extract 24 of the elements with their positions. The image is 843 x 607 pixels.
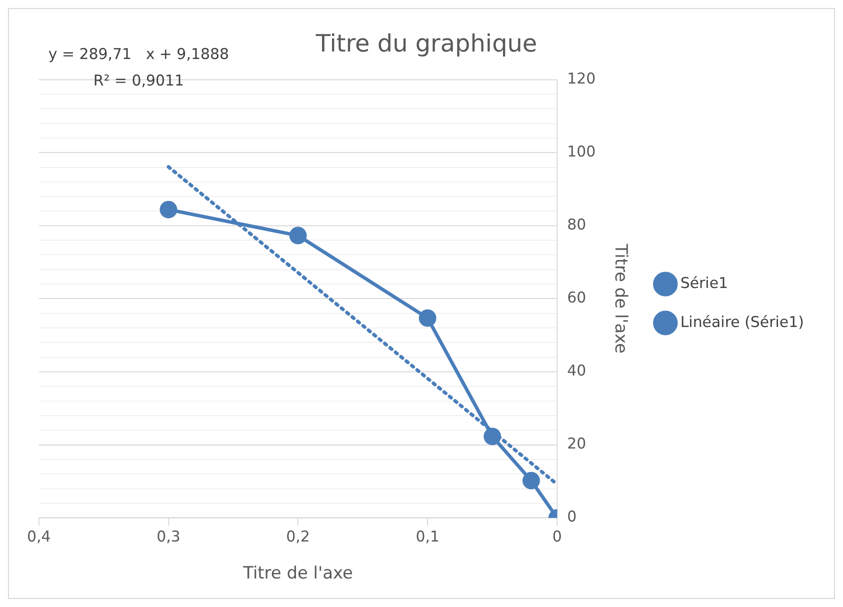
point <box>289 226 307 244</box>
x-axis-title: Titre de l'axe <box>242 562 353 582</box>
y-tick-label: 80 <box>567 216 586 234</box>
y-tick-label: 20 <box>567 434 586 453</box>
chart-title: Titre du graphique <box>314 30 538 58</box>
x-tick-label: 0,2 <box>286 528 310 546</box>
y-tick-label: 100 <box>567 142 596 160</box>
y-axis-title: Titre de l'axe <box>611 242 632 354</box>
legend-label: Série1 <box>680 274 728 292</box>
y-tick-label: 120 <box>567 69 596 88</box>
x-tick-label: 0,1 <box>416 528 440 546</box>
point <box>160 200 178 218</box>
x-tick-label: 0,3 <box>156 528 180 546</box>
x-tick-label: 0 <box>552 528 562 546</box>
point <box>484 428 502 446</box>
annotation: R² = 0,9011 <box>93 72 184 90</box>
point <box>522 472 540 490</box>
text: y = 289,71 x + 9,1888 <box>48 44 229 63</box>
x-tick-label: 0,4 <box>27 528 51 546</box>
legend-label: Linéaire (Série1) <box>680 312 804 331</box>
point <box>418 309 436 327</box>
y-tick-label: 0 <box>567 508 577 526</box>
y-tick-label: 60 <box>567 288 586 307</box>
y-tick-label: 40 <box>567 362 586 380</box>
